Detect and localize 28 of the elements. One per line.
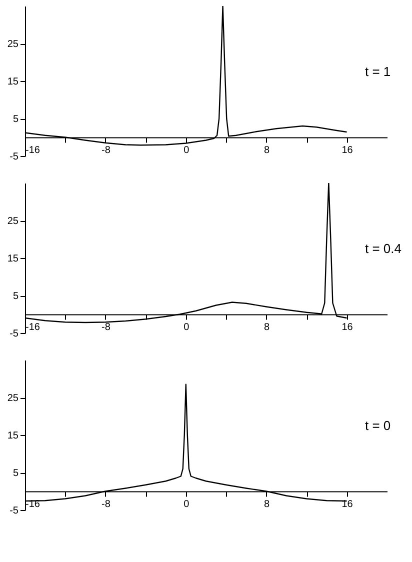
y-tick-label: 5 [12, 291, 19, 302]
y-tick-label: 5 [12, 114, 19, 125]
y-tick-label: 5 [12, 468, 19, 479]
y-tick-label: -5 [10, 506, 19, 516]
x-tick-label: -8 [101, 498, 111, 510]
x-tick-label: 8 [264, 322, 270, 333]
x-tick-label: -8 [101, 144, 111, 156]
annotation: t = 0 [365, 418, 391, 433]
x-tick-label: -16 [26, 322, 40, 333]
y-tick-label: 25 [7, 39, 19, 50]
x-tick-label: 16 [342, 322, 354, 333]
y-tick-label: 15 [7, 430, 19, 442]
y-tick-label: -5 [10, 152, 19, 162]
y-tick-label: -5 [10, 328, 19, 340]
y-tick-label: 25 [7, 393, 19, 404]
x-tick-label: 16 [342, 144, 354, 156]
x-tick-label: 8 [264, 144, 270, 156]
x-tick-label: 0 [184, 498, 190, 510]
y-tick-label: 15 [7, 76, 19, 88]
x-tick-label: -8 [101, 322, 111, 333]
x-tick-label: 8 [264, 498, 270, 510]
y-tick-label: 15 [7, 254, 19, 264]
x-tick-label: -16 [26, 144, 40, 156]
y-tick-label: 25 [7, 216, 19, 227]
annotation: t = 0.4 [365, 241, 402, 256]
x-tick-label: 0 [184, 322, 190, 333]
x-tick-label: 0 [184, 144, 190, 156]
annotation: t = 1 [365, 64, 391, 79]
